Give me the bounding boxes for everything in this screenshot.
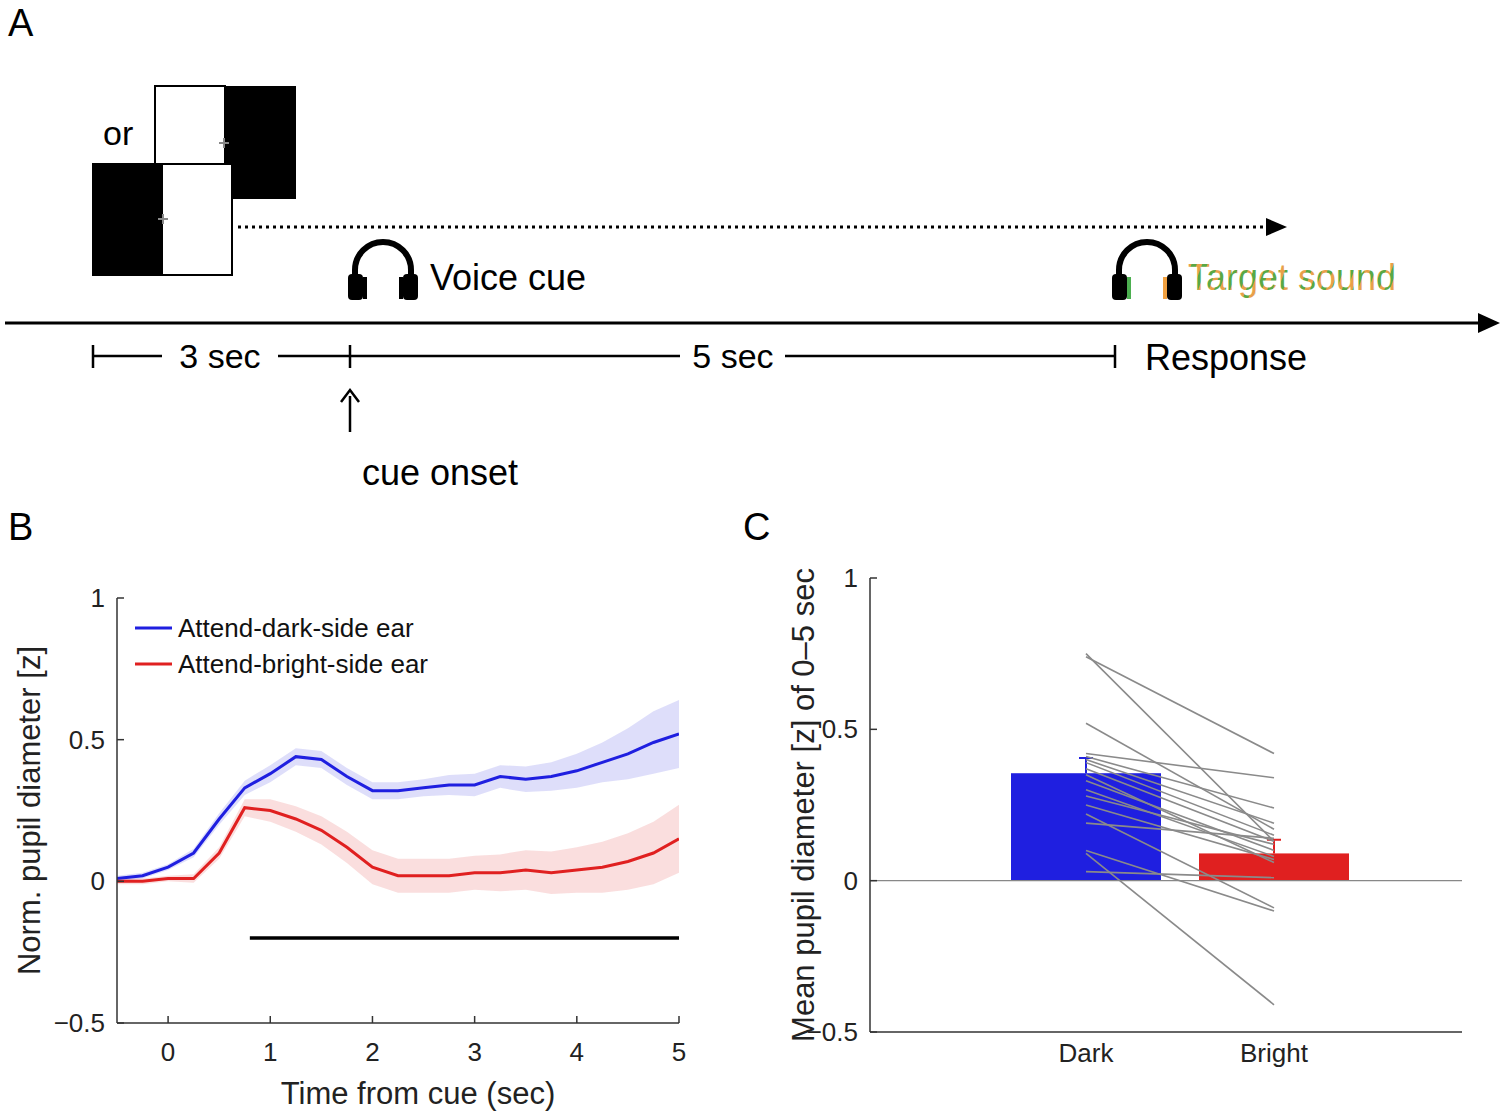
- interval-label: 3 sec: [179, 337, 260, 375]
- significance-bar: [250, 936, 679, 940]
- plot-area: [117, 700, 679, 938]
- legend-entry: Attend-dark-side ear: [178, 613, 414, 643]
- earcup: [403, 274, 418, 300]
- subject-line: [1086, 805, 1274, 859]
- or-label: or: [103, 114, 133, 152]
- voice-cue-label: Voice cue: [430, 257, 586, 298]
- panel-label: C: [743, 506, 770, 548]
- x-axis-label: Time from cue (sec): [281, 1076, 555, 1111]
- cue-arrow: [349, 396, 352, 432]
- x-tick-label: Bright: [1240, 1038, 1309, 1068]
- x-tick-label: 0: [161, 1037, 175, 1067]
- x-tick-label: 5: [672, 1037, 686, 1067]
- x-tick-label: 4: [570, 1037, 584, 1067]
- legend-swatch: [135, 663, 172, 666]
- legend-swatch: [135, 627, 172, 630]
- x-tick-label: 2: [365, 1037, 379, 1067]
- y-tick-label: −0.5: [54, 1008, 105, 1038]
- panel-label: B: [8, 506, 33, 548]
- y-tick: [870, 729, 877, 731]
- earcup: [1112, 274, 1127, 300]
- earcup: [1167, 274, 1182, 300]
- y-axis-label: Norm. pupil diameter [z]: [12, 646, 47, 975]
- y-tick: [117, 1022, 124, 1024]
- figure: Aor Voice cue Target sound 3 sec 5 sec Respon…: [0, 0, 1503, 1116]
- earpad: [363, 277, 367, 299]
- dotted-arrow: [238, 226, 1268, 229]
- y-tick-label: 0.5: [822, 714, 858, 744]
- target-sound-label: Target sound: [1188, 257, 1396, 298]
- subject-line: [1086, 790, 1274, 857]
- x-tick-label: Dark: [1059, 1038, 1115, 1068]
- y-tick: [870, 880, 877, 882]
- fixation: [219, 138, 229, 148]
- subject-line: [1086, 796, 1274, 844]
- x-tick: [372, 1016, 374, 1023]
- headband: [1119, 242, 1175, 282]
- timeline-head: [1478, 313, 1500, 333]
- y-axis-label: Mean pupil diameter [z] of 0–5 sec: [786, 568, 821, 1042]
- x-tick: [678, 1016, 680, 1023]
- y-tick-label: 0: [91, 866, 105, 896]
- x-tick-label: 1: [263, 1037, 277, 1067]
- legend-entry: Attend-bright-side ear: [178, 649, 428, 679]
- y-tick-label: 1: [844, 563, 858, 593]
- y-tick: [870, 577, 877, 579]
- series-line: [117, 734, 679, 879]
- panel-b: B012345−0.500.51Time from cue (sec)Norm.…: [8, 506, 686, 1111]
- x-tick: [474, 1016, 476, 1023]
- plot-area: [1011, 654, 1349, 1005]
- x-axis: [117, 1022, 679, 1024]
- earpad: [1163, 277, 1167, 299]
- headphones-icon: [1112, 242, 1182, 300]
- error-bar: [1267, 840, 1281, 854]
- subject-line: [1086, 763, 1274, 836]
- cue-onset-label: cue onset: [362, 452, 518, 493]
- interval-label: 5 sec: [692, 337, 773, 375]
- y-tick: [117, 881, 124, 883]
- subject-line: [1086, 823, 1274, 838]
- x-tick: [167, 1016, 169, 1023]
- panel-label: A: [8, 2, 34, 44]
- stimulus-front: [92, 163, 233, 276]
- y-tick: [117, 739, 124, 741]
- x-tick: [576, 1016, 578, 1023]
- y-axis: [869, 578, 871, 1032]
- subject-line: [1086, 853, 1274, 1004]
- x-axis: [870, 1031, 1462, 1033]
- subject-line: [1086, 775, 1274, 863]
- subject-line: [1086, 814, 1274, 908]
- earcup: [348, 274, 363, 300]
- timeline: [5, 322, 1480, 325]
- panel-c: C−0.500.51DarkBrightMean pupil diameter …: [743, 506, 1462, 1068]
- subject-line: [1086, 781, 1274, 851]
- earpad: [1127, 277, 1131, 299]
- x-tick-label: 3: [467, 1037, 481, 1067]
- headphones-icon: [348, 242, 418, 300]
- y-tick-label: 1: [91, 583, 105, 613]
- zero-line: [870, 880, 1462, 881]
- series-line: [117, 808, 679, 882]
- earpad: [399, 277, 403, 299]
- panel-a: Aor Voice cue Target sound 3 sec 5 sec Respon…: [5, 2, 1500, 493]
- arrow-head: [1266, 218, 1287, 236]
- response-label: Response: [1145, 337, 1307, 378]
- x-tick: [270, 1016, 272, 1023]
- stimulus-front-white: [162, 164, 232, 275]
- y-tick: [117, 597, 124, 599]
- y-tick-label: 0: [844, 866, 858, 896]
- y-tick: [870, 1031, 877, 1033]
- y-axis: [116, 598, 118, 1023]
- cue-arrow-head: [341, 390, 359, 402]
- y-tick-label: 0.5: [69, 725, 105, 755]
- fixation: [158, 214, 168, 224]
- headband: [355, 242, 411, 282]
- subject-line: [1086, 769, 1274, 842]
- error-band: [117, 799, 679, 894]
